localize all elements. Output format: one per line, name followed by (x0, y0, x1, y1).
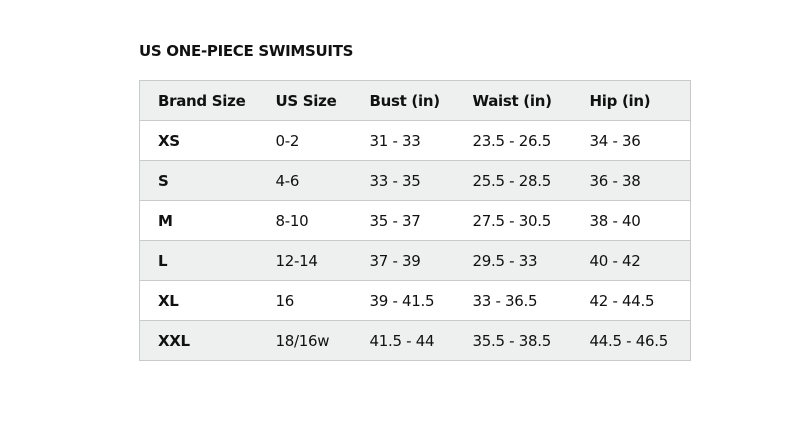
table-cell: 23.5 - 26.5 (454, 120, 572, 161)
table-cell: 31 - 33 (351, 120, 455, 161)
table-cell: 27.5 - 30.5 (454, 200, 572, 241)
table-cell: 8-10 (257, 200, 352, 241)
table-cell: 33 - 36.5 (454, 280, 572, 321)
table-cell: 40 - 42 (571, 240, 691, 281)
table-cell: 34 - 36 (571, 120, 691, 161)
table-cell: 35.5 - 38.5 (454, 320, 572, 361)
table-cell: 37 - 39 (351, 240, 455, 281)
table-cell: 25.5 - 28.5 (454, 160, 572, 201)
table-cell: 0-2 (257, 120, 352, 161)
table-cell: 12-14 (257, 240, 352, 281)
table-cell: 29.5 - 33 (454, 240, 572, 281)
header-cell: US Size (257, 80, 352, 121)
size-label-cell: M (139, 200, 258, 241)
table-cell: 38 - 40 (571, 200, 691, 241)
table-body: XS 0-2 31 - 33 23.5 - 26.5 34 - 36 S 4-6 33 - 3… (139, 120, 691, 361)
size-label-cell: XL (139, 280, 258, 321)
table-title: US ONE-PIECE SWIMSUITS (139, 42, 354, 60)
table-row: M 8-10 35 - 37 27.5 - 30.5 38 - 40 (139, 200, 691, 241)
table-row: L 12-14 37 - 39 29.5 - 33 40 - 42 (139, 240, 691, 281)
table-row: S 4-6 33 - 35 25.5 - 28.5 36 - 38 (139, 160, 691, 201)
table-cell: 33 - 35 (351, 160, 455, 201)
table-cell: 41.5 - 44 (351, 320, 455, 361)
size-label-cell: XS (139, 120, 258, 161)
table-cell: 36 - 38 (571, 160, 691, 201)
header-cell: Brand Size (139, 80, 258, 121)
header-row: Brand Size US Size Bust (in) Waist (in) Hip … (139, 80, 691, 121)
table-cell: 44.5 - 46.5 (571, 320, 691, 361)
table-cell: 16 (257, 280, 352, 321)
header-cell: Waist (in) (454, 80, 572, 121)
table-cell: 35 - 37 (351, 200, 455, 241)
header-cell: Bust (in) (351, 80, 455, 121)
size-label-cell: L (139, 240, 258, 281)
table-row: XXL 18/16w 41.5 - 44 35.5 - 38.5 44.5 - 46.5 (139, 320, 691, 361)
table-cell: 42 - 44.5 (571, 280, 691, 321)
table-row: XL 16 39 - 41.5 33 - 36.5 42 - 44.5 (139, 280, 691, 321)
table-cell: 4-6 (257, 160, 352, 201)
size-table: Brand Size US Size Bust (in) Waist (in) Hip … (139, 80, 691, 361)
size-label-cell: S (139, 160, 258, 201)
table-cell: 18/16w (257, 320, 352, 361)
table-cell: 39 - 41.5 (351, 280, 455, 321)
table-row: XS 0-2 31 - 33 23.5 - 26.5 34 - 36 (139, 120, 691, 161)
size-label-cell: XXL (139, 320, 258, 361)
header-cell: Hip (in) (571, 80, 691, 121)
